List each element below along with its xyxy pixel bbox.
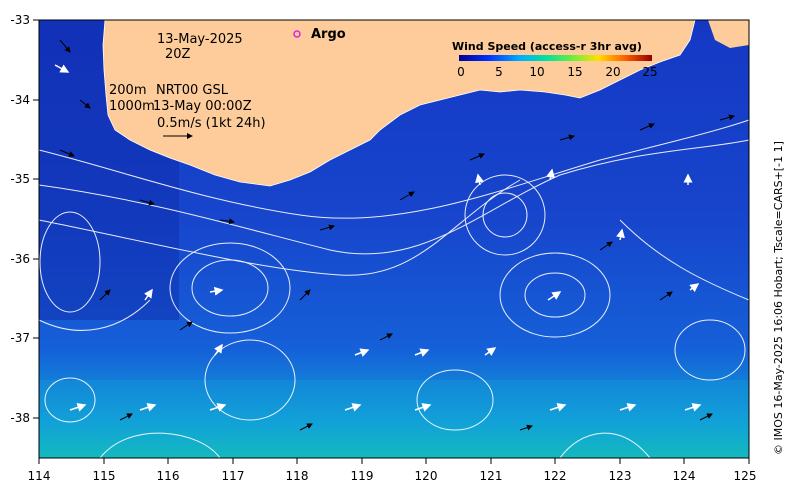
colorbar-title: Wind Speed (access-r 3hr avg) — [452, 40, 642, 53]
x-tick-label: 114 — [28, 469, 51, 483]
argo-marker-icon — [293, 30, 301, 38]
time-label: 20Z — [165, 47, 191, 62]
x-tick-label: 120 — [415, 469, 438, 483]
x-tick-label: 122 — [544, 469, 567, 483]
y-tick-label: -37 — [10, 331, 30, 345]
product-label: NRT00 GSL — [156, 83, 229, 98]
tasmania-patch — [708, 20, 749, 48]
colorbar-tick: 5 — [495, 65, 503, 79]
y-tick-label: -34 — [10, 93, 30, 107]
date-label: 13-May-2025 — [157, 32, 243, 47]
colorbar — [459, 55, 652, 61]
current-vectors — [59, 39, 735, 431]
scale-label: 0.5m/s (1kt 24h) — [157, 116, 266, 131]
australia-landmass — [102, 19, 696, 187]
depth1-label: 200m — [109, 83, 146, 98]
x-tick-label: 121 — [480, 469, 503, 483]
contour-lines — [38, 119, 750, 459]
x-tick-label: 125 — [734, 469, 757, 483]
depth2-label: 1000m — [109, 99, 155, 114]
colorbar-tick: 20 — [605, 65, 620, 79]
x-tick-label: 119 — [351, 469, 374, 483]
colorbar-tick: 15 — [567, 65, 582, 79]
y-tick-label: -33 — [10, 13, 30, 27]
colorbar-tick: 0 — [457, 65, 465, 79]
x-tick-label: 124 — [673, 469, 696, 483]
x-tick-label: 123 — [609, 469, 632, 483]
x-tick-label: 117 — [222, 469, 245, 483]
credit-text: © IMOS 16-May-2025 16:06 Hobart; Tscale=… — [772, 141, 785, 455]
y-axis: -33 -34 -35 -36 -37 -38 — [10, 13, 39, 425]
y-tick-label: -36 — [10, 252, 30, 266]
drifter-vectors — [54, 64, 702, 412]
stamp-label: 13-May 00:00Z — [153, 99, 252, 114]
ocean-light-band — [39, 380, 749, 458]
plot-frame — [38, 19, 750, 459]
argo-label: Argo — [311, 27, 346, 42]
y-tick-label: -35 — [10, 172, 30, 186]
x-tick-label: 115 — [93, 469, 116, 483]
colorbar-tick: 10 — [529, 65, 544, 79]
y-tick-label: -38 — [10, 411, 30, 425]
x-tick-label: 116 — [157, 469, 180, 483]
x-axis: 114 115 116 117 118 119 120 121 122 123 … — [28, 458, 757, 483]
x-tick-label: 118 — [286, 469, 309, 483]
colorbar-tick: 25 — [642, 65, 657, 79]
